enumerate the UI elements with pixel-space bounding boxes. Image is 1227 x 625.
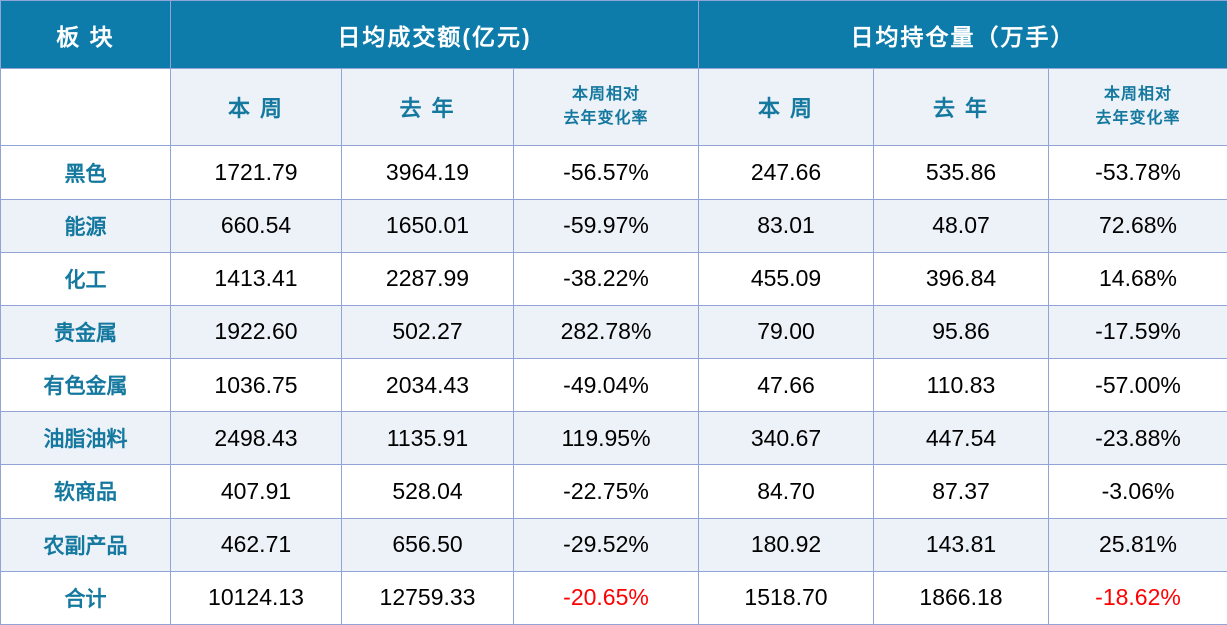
table-row-energy: 能源 660.54 1650.01 -59.97% 83.01 48.07 72… <box>0 198 1227 253</box>
oi-year-cell: 143.81 <box>873 517 1049 572</box>
oi-year-cell: 87.37 <box>873 464 1049 519</box>
oi-change-cell: 25.81% <box>1047 517 1227 572</box>
turnover-this-week-header: 本 周 <box>170 68 342 147</box>
turnover-week-total-cell: 10124.13 <box>170 570 342 625</box>
oi-week-cell: 340.67 <box>698 411 874 466</box>
oi-change-cell: 72.68% <box>1047 198 1227 253</box>
oi-week-cell: 79.00 <box>698 304 874 360</box>
table-row-oils-oilseeds: 油脂油料 2498.43 1135.91 119.95% 340.67 447.… <box>0 411 1227 466</box>
open-interest-group-header: 日均持仓量（万手） <box>697 0 1227 70</box>
turnover-last-year-header: 去 年 <box>341 68 514 147</box>
turnover-week-cell: 1413.41 <box>170 251 342 306</box>
turnover-week-cell: 407.91 <box>170 464 342 519</box>
oi-change-header: 本周相对 去年变化率 <box>1047 68 1227 147</box>
turnover-year-cell: 502.27 <box>341 304 514 360</box>
turnover-change-cell: 282.78% <box>513 304 699 360</box>
oi-change-cell: 14.68% <box>1047 251 1227 306</box>
turnover-change-cell: 119.95% <box>513 411 699 466</box>
oi-week-cell: 247.66 <box>698 145 874 200</box>
turnover-year-cell: 2287.99 <box>341 251 514 306</box>
oi-year-total-cell: 1866.18 <box>873 570 1049 625</box>
oi-this-week-header: 本 周 <box>698 68 874 147</box>
turnover-week-cell: 1036.75 <box>170 358 342 413</box>
oi-year-cell: 535.86 <box>873 145 1049 200</box>
corner-empty-cell <box>0 68 171 147</box>
oi-week-cell: 47.66 <box>698 358 874 413</box>
oi-week-total-cell: 1518.70 <box>698 570 874 625</box>
turnover-change-header-line2: 去年变化率 <box>563 110 649 128</box>
table-row-precious-metals: 贵金属 1922.60 502.27 282.78% 79.00 95.86 -… <box>0 304 1227 360</box>
turnover-change-cell: -56.57% <box>513 145 699 200</box>
sub-header-row: 本 周 去 年 本周相对 去年变化率 本 周 去 年 本周相对 去年变化率 <box>0 68 1227 147</box>
table-row-agricultural-products: 农副产品 462.71 656.50 -29.52% 180.92 143.81… <box>0 517 1227 572</box>
turnover-week-cell: 1721.79 <box>170 145 342 200</box>
group-header-row: 板 块 日均成交额(亿元) 日均持仓量（万手） <box>0 0 1227 70</box>
sector-cell: 农副产品 <box>0 517 171 572</box>
table-row-soft-commodities: 软商品 407.91 528.04 -22.75% 84.70 87.37 -3… <box>0 464 1227 519</box>
oi-week-cell: 84.70 <box>698 464 874 519</box>
sector-cell: 油脂油料 <box>0 411 171 466</box>
turnover-year-cell: 1650.01 <box>341 198 514 253</box>
sector-cell: 有色金属 <box>0 358 171 413</box>
oi-week-cell: 83.01 <box>698 198 874 253</box>
turnover-change-header-line1: 本周相对 <box>571 85 640 103</box>
oi-change-header-line2: 去年变化率 <box>1095 110 1181 128</box>
table-row-chemicals: 化工 1413.41 2287.99 -38.22% 455.09 396.84… <box>0 251 1227 306</box>
turnover-week-cell: 1922.60 <box>170 304 342 360</box>
table-row-black: 黑色 1721.79 3964.19 -56.57% 247.66 535.86… <box>0 145 1227 200</box>
turnover-change-cell: -29.52% <box>513 517 699 572</box>
oi-change-total-cell: -18.62% <box>1047 570 1227 625</box>
turnover-year-cell: 2034.43 <box>341 358 514 413</box>
turnover-group-header: 日均成交额(亿元) <box>170 0 699 70</box>
turnover-week-cell: 660.54 <box>170 198 342 253</box>
oi-week-cell: 455.09 <box>698 251 874 306</box>
oi-change-cell: -57.00% <box>1047 358 1227 413</box>
total-label-cell: 合计 <box>0 570 171 625</box>
turnover-year-cell: 656.50 <box>341 517 514 572</box>
oi-change-header-line1: 本周相对 <box>1104 85 1173 103</box>
oi-year-cell: 447.54 <box>873 411 1049 466</box>
oi-change-cell: -17.59% <box>1047 304 1227 360</box>
sector-cell: 能源 <box>0 198 171 253</box>
sector-cell: 化工 <box>0 251 171 306</box>
sector-cell: 软商品 <box>0 464 171 519</box>
turnover-change-total-cell: -20.65% <box>513 570 699 625</box>
oi-year-cell: 110.83 <box>873 358 1049 413</box>
sector-cell: 贵金属 <box>0 304 171 360</box>
oi-year-cell: 396.84 <box>873 251 1049 306</box>
table-row-nonferrous-metals: 有色金属 1036.75 2034.43 -49.04% 47.66 110.8… <box>0 358 1227 413</box>
sector-column-header: 板 块 <box>0 0 171 70</box>
turnover-year-total-cell: 12759.33 <box>341 570 514 625</box>
table-row-total: 合计 10124.13 12759.33 -20.65% 1518.70 186… <box>0 570 1227 625</box>
oi-year-cell: 48.07 <box>873 198 1049 253</box>
turnover-week-cell: 2498.43 <box>170 411 342 466</box>
turnover-year-cell: 3964.19 <box>341 145 514 200</box>
turnover-change-cell: -59.97% <box>513 198 699 253</box>
turnover-change-cell: -22.75% <box>513 464 699 519</box>
turnover-year-cell: 528.04 <box>341 464 514 519</box>
turnover-change-cell: -49.04% <box>513 358 699 413</box>
oi-change-cell: -3.06% <box>1047 464 1227 519</box>
oi-change-cell: -53.78% <box>1047 145 1227 200</box>
turnover-week-cell: 462.71 <box>170 517 342 572</box>
oi-last-year-header: 去 年 <box>873 68 1049 147</box>
sector-cell: 黑色 <box>0 145 171 200</box>
turnover-year-cell: 1135.91 <box>341 411 514 466</box>
oi-year-cell: 95.86 <box>873 304 1049 360</box>
oi-change-cell: -23.88% <box>1047 411 1227 466</box>
oi-week-cell: 180.92 <box>698 517 874 572</box>
turnover-change-header: 本周相对 去年变化率 <box>513 68 699 147</box>
turnover-change-cell: -38.22% <box>513 251 699 306</box>
